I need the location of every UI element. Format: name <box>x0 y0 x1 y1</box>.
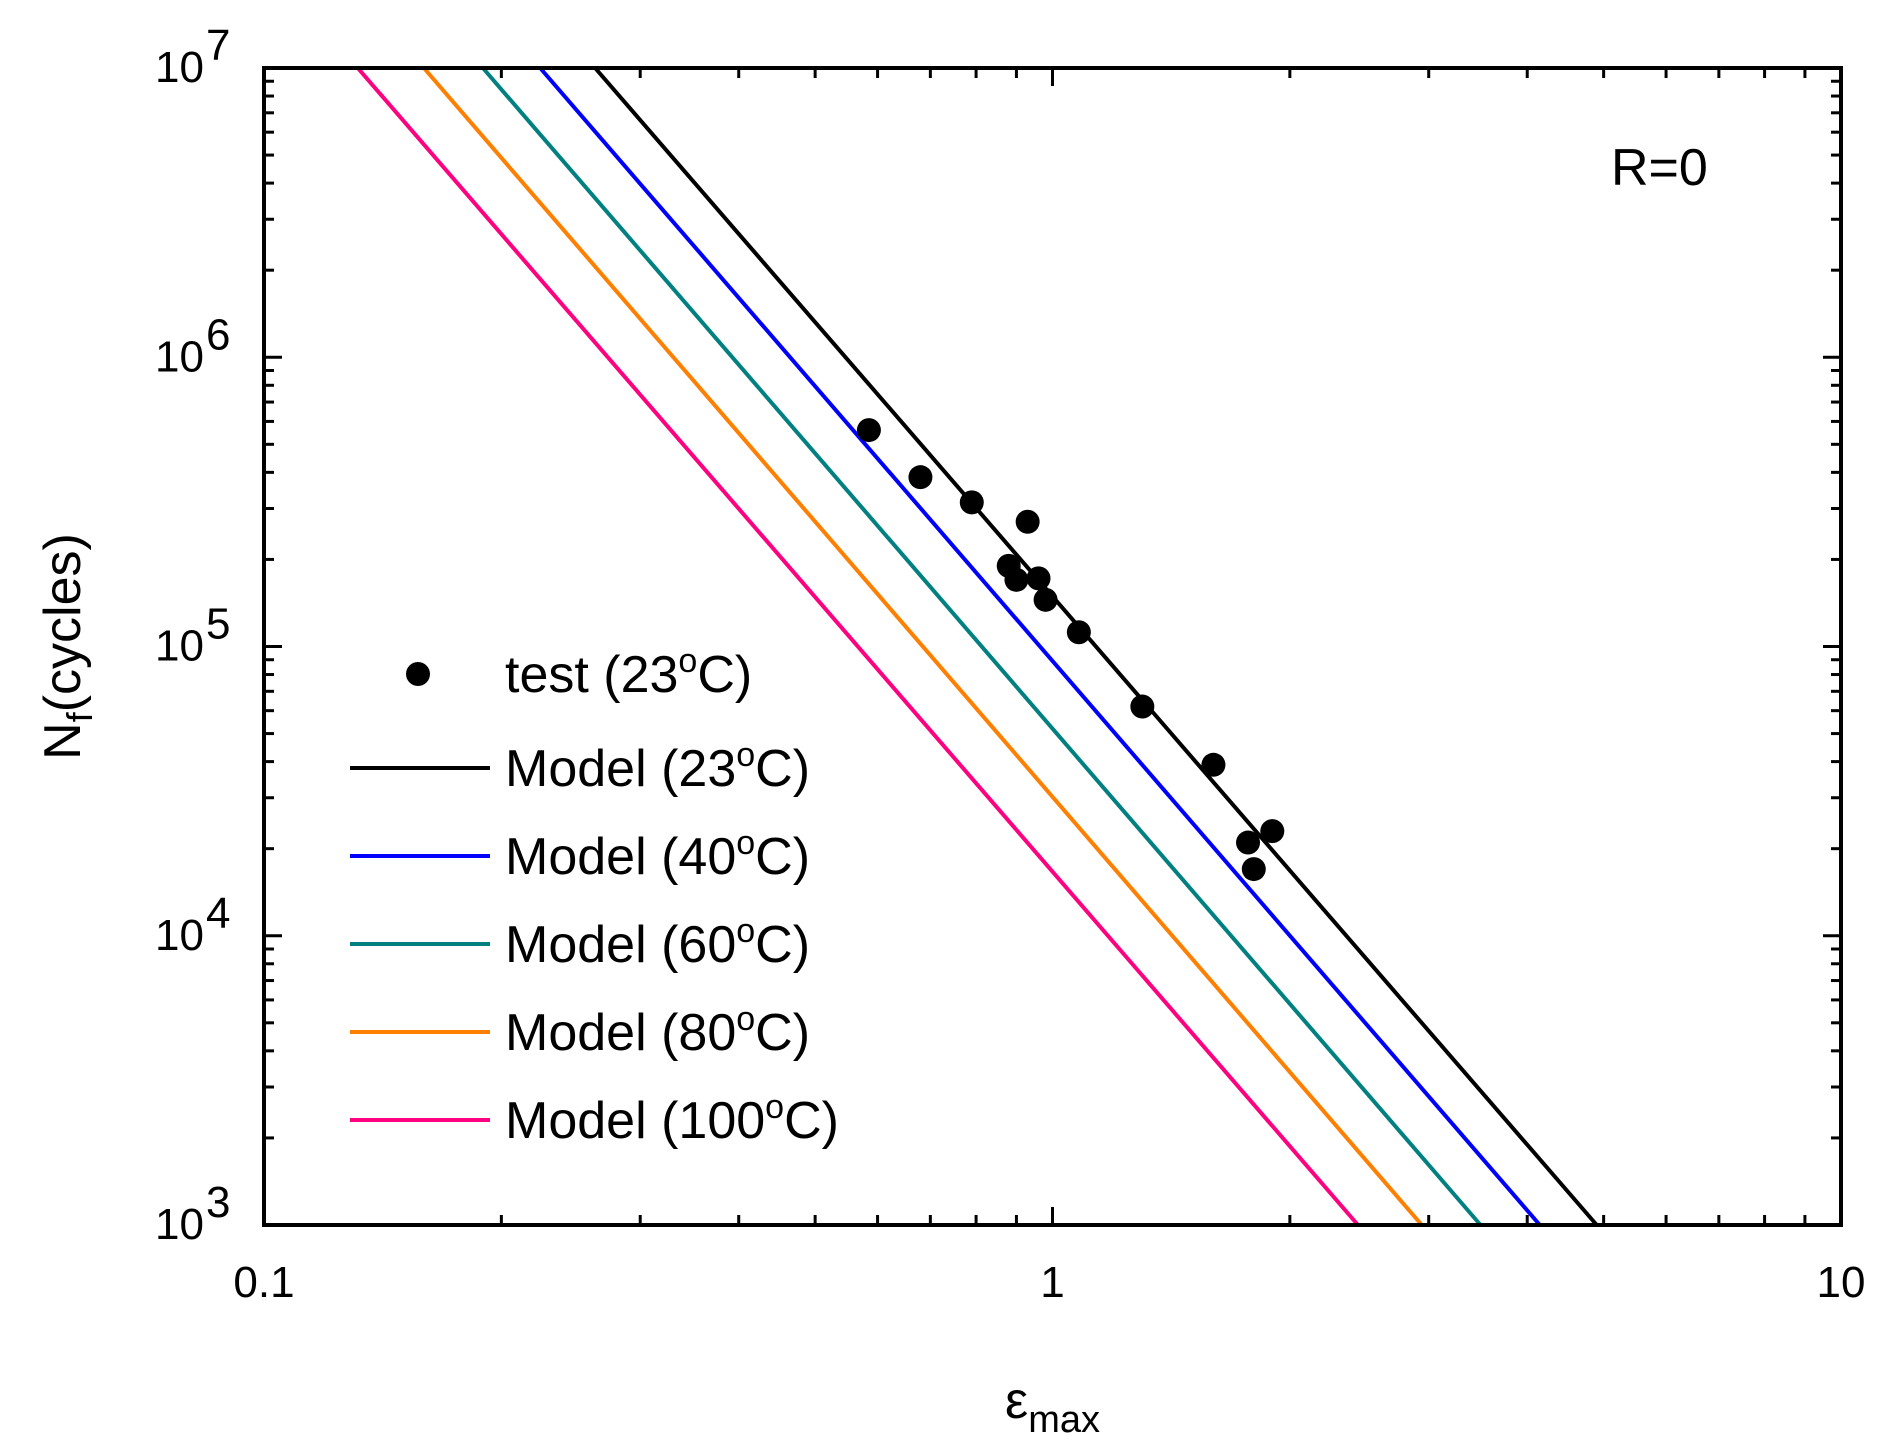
test-point <box>959 490 984 515</box>
y-tick-exponent: 6 <box>206 310 230 359</box>
y-axis-title: Nf(cycles) <box>34 533 100 760</box>
legend-marker <box>406 662 430 686</box>
x-tick-labels: 0.1 1 10 <box>233 1258 1865 1307</box>
plot-frame <box>262 66 1843 1227</box>
test-point <box>1033 587 1058 612</box>
model-line <box>481 66 1483 1227</box>
y-tick-exponent: 3 <box>206 1178 230 1227</box>
test-point <box>1066 620 1091 645</box>
test-point <box>1015 509 1040 534</box>
x-tick-label: 10 <box>1817 1258 1866 1307</box>
test-point <box>1004 567 1029 592</box>
model-line <box>422 66 1424 1227</box>
test-point <box>1236 830 1261 855</box>
x-axis-title: εmax <box>1005 1372 1100 1441</box>
x-tick-label: 0.1 <box>233 1258 294 1307</box>
y-tick-label: 10 <box>155 911 204 960</box>
model-lines <box>356 66 1599 1227</box>
model-line <box>356 66 1360 1227</box>
legend-label: Model (40oC) <box>505 824 810 886</box>
test-point <box>908 465 933 490</box>
y-tick-exponent: 5 <box>206 600 230 649</box>
legend-label: Model (60oC) <box>505 912 810 974</box>
model-line <box>538 66 1542 1227</box>
x-tick-label: 1 <box>1040 1258 1064 1307</box>
test-point <box>1260 819 1285 844</box>
model-line <box>593 66 1599 1227</box>
y-tick-label: 10 <box>155 1200 204 1249</box>
legend-label: Model (23oC) <box>505 736 810 798</box>
legend-label: test (23oC) <box>505 642 752 704</box>
test-point <box>1201 752 1226 777</box>
y-tick-exponent: 4 <box>206 889 230 938</box>
legend-label: Model (100oC) <box>505 1088 839 1150</box>
y-tick-label: 10 <box>155 622 204 671</box>
y-tick-exponent: 7 <box>206 21 230 70</box>
test-point <box>1241 857 1266 882</box>
test-point <box>856 418 881 443</box>
y-tick-label: 10 <box>155 332 204 381</box>
annotation-label: R=0 <box>1611 139 1708 197</box>
y-tick-label: 10 <box>155 43 204 92</box>
test-point <box>1130 694 1155 719</box>
test-point <box>1026 566 1051 591</box>
legend: test (23oC) Model (23oC) Model (40oC) Model… <box>350 642 839 1150</box>
legend-label: Model (80oC) <box>505 1000 810 1062</box>
axis-ticks <box>262 68 1841 1227</box>
test-points <box>856 418 1285 882</box>
